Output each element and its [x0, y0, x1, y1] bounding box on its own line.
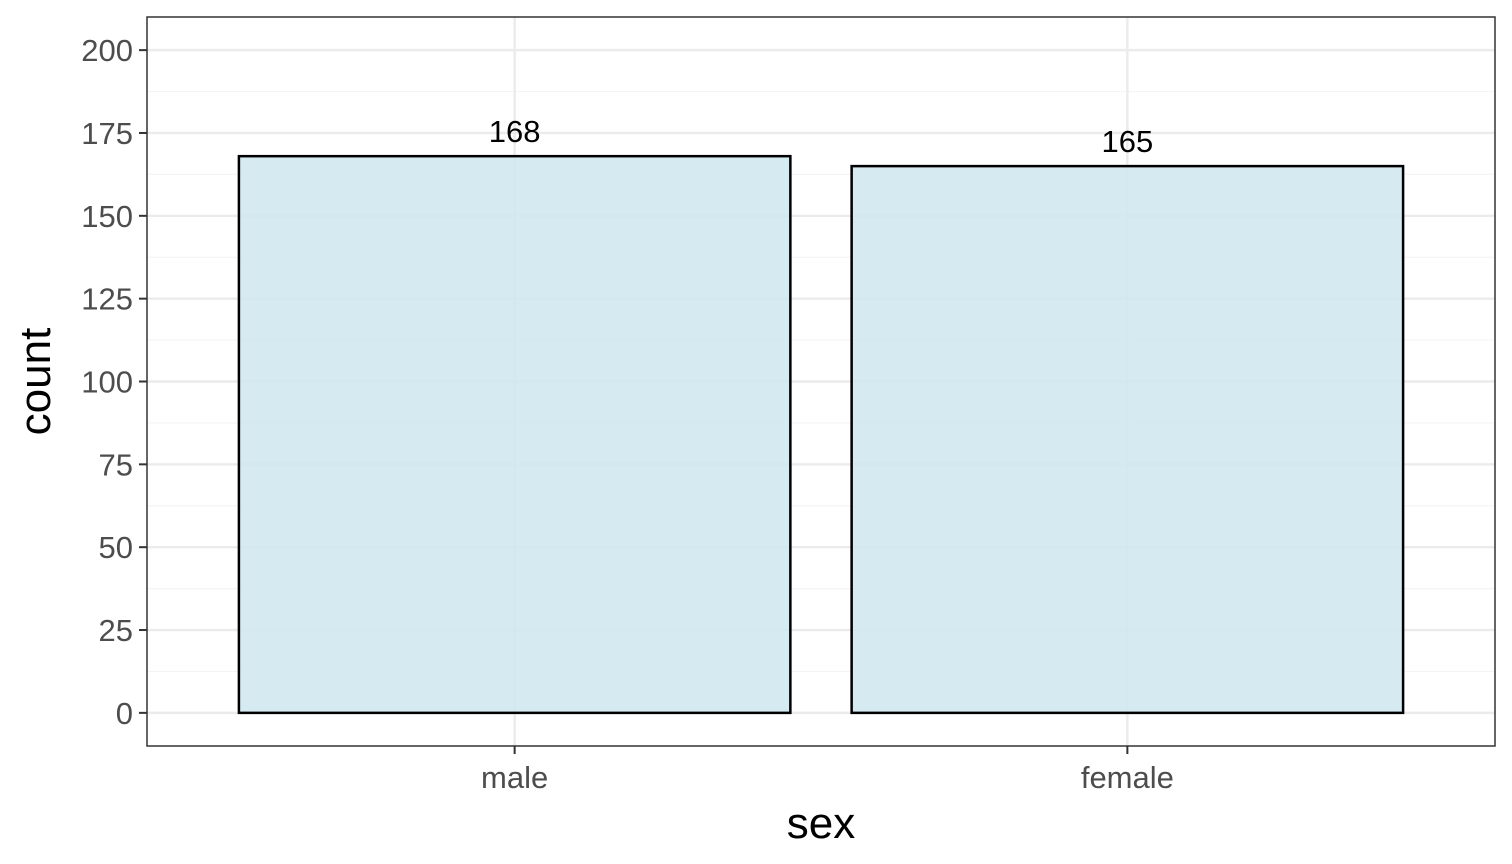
x-axis-title: sex	[787, 799, 855, 848]
x-axis-ticks: male female	[481, 746, 1174, 795]
y-tick-label: 0	[116, 696, 133, 731]
y-tick-label: 25	[99, 613, 133, 648]
y-axis-title: count	[11, 328, 60, 436]
x-tick-label-female: female	[1081, 760, 1174, 795]
x-tick-label-male: male	[481, 760, 548, 795]
data-label-male: 168	[489, 114, 541, 149]
y-tick-label: 175	[81, 116, 133, 151]
y-tick-label: 50	[99, 530, 133, 565]
y-tick-label: 100	[81, 365, 133, 400]
y-tick-label: 125	[81, 282, 133, 317]
y-axis-ticks: 0 25 50 75 100 125 150 175 200	[81, 33, 147, 731]
y-tick-label: 150	[81, 199, 133, 234]
y-tick-label: 200	[81, 33, 133, 68]
bar-male	[239, 156, 790, 713]
y-tick-label: 75	[99, 447, 133, 482]
bar-female	[852, 166, 1403, 713]
data-label-female: 165	[1101, 124, 1153, 159]
